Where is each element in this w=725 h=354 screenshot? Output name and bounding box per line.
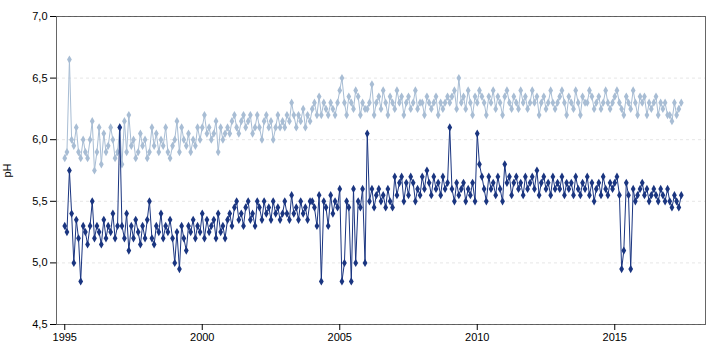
- svg-text:2010: 2010: [465, 331, 489, 343]
- svg-text:5,5: 5,5: [32, 195, 47, 207]
- svg-text:1995: 1995: [53, 331, 77, 343]
- svg-text:6,0: 6,0: [32, 133, 47, 145]
- svg-text:6,5: 6,5: [32, 72, 47, 84]
- svg-text:pH: pH: [1, 163, 13, 177]
- svg-text:5,0: 5,0: [32, 256, 47, 268]
- svg-text:2000: 2000: [190, 331, 214, 343]
- svg-text:4,5: 4,5: [32, 318, 47, 330]
- svg-text:2015: 2015: [603, 331, 627, 343]
- svg-text:2005: 2005: [328, 331, 352, 343]
- svg-text:7,0: 7,0: [32, 10, 47, 22]
